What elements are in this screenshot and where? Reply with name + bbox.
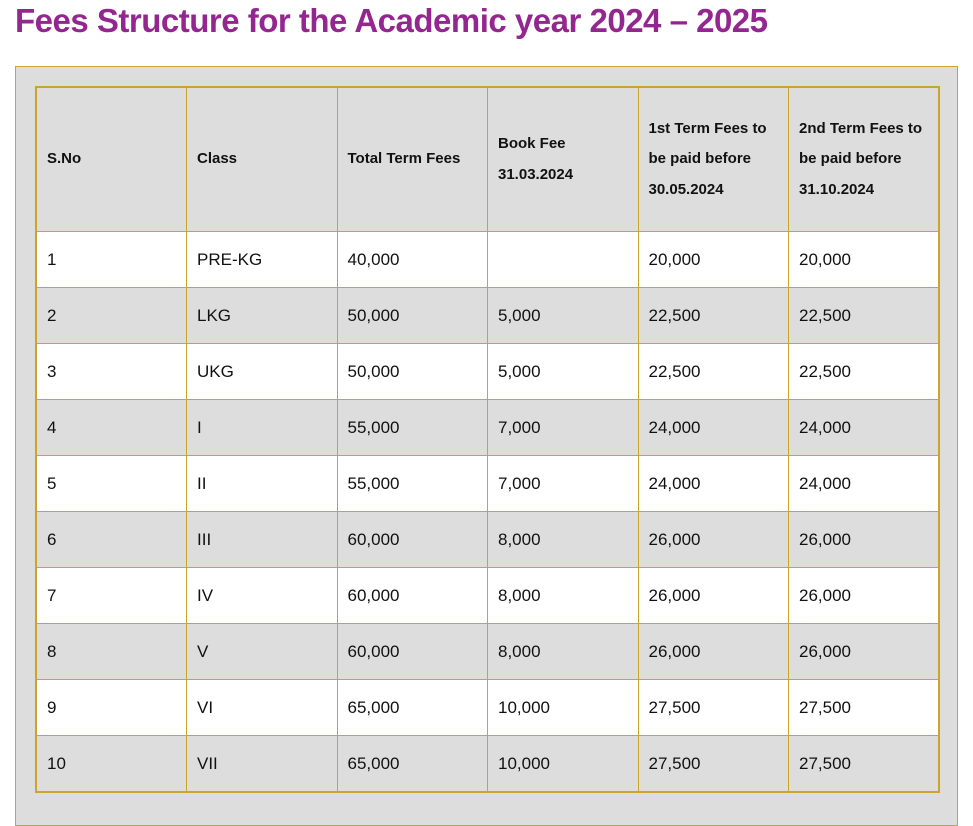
column-header: Book Fee 31.03.2024 <box>487 86 639 232</box>
table-cell: 22,500 <box>788 287 940 344</box>
table-row: 5 II 55,000 7,000 24,000 24,000 <box>35 455 940 512</box>
table-cell: 7 <box>35 567 187 624</box>
table-cell: 24,000 <box>637 399 789 456</box>
table-cell: 1 <box>35 231 187 288</box>
table-cell: LKG <box>186 287 338 344</box>
table-row: 10 VII 65,000 10,000 27,500 27,500 <box>35 735 940 793</box>
table-cell: 10,000 <box>487 735 639 793</box>
table-cell: PRE-KG <box>186 231 338 288</box>
table-cell: 65,000 <box>336 679 488 736</box>
table-cell: 9 <box>35 679 187 736</box>
table-cell: 27,500 <box>637 735 789 793</box>
table-cell: 60,000 <box>336 511 488 568</box>
table-cell: 22,500 <box>637 287 789 344</box>
table-cell: 26,000 <box>788 623 940 680</box>
fees-table-container: S.No Class Total Term Fees Book Fee 31.03.2… <box>15 66 958 826</box>
table-row: 4 I 55,000 7,000 24,000 24,000 <box>35 399 940 456</box>
column-header: S.No <box>35 86 187 232</box>
table-cell: 24,000 <box>637 455 789 512</box>
table-cell <box>487 231 639 288</box>
table-cell: 65,000 <box>336 735 488 793</box>
table-cell: 60,000 <box>336 623 488 680</box>
table-row: 8 V 60,000 8,000 26,000 26,000 <box>35 623 940 680</box>
table-cell: 50,000 <box>336 343 488 400</box>
table-cell: 26,000 <box>637 567 789 624</box>
table-cell: I <box>186 399 338 456</box>
table-cell: 5 <box>35 455 187 512</box>
table-cell: 24,000 <box>788 455 940 512</box>
table-cell: V <box>186 623 338 680</box>
table-cell: II <box>186 455 338 512</box>
table-row: 6 III 60,000 8,000 26,000 26,000 <box>35 511 940 568</box>
table-cell: 26,000 <box>788 511 940 568</box>
table-cell: 8,000 <box>487 511 639 568</box>
table-cell: 26,000 <box>637 623 789 680</box>
table-cell: 26,000 <box>788 567 940 624</box>
table-cell: 20,000 <box>637 231 789 288</box>
table-row: 3 UKG 50,000 5,000 22,500 22,500 <box>35 343 940 400</box>
table-cell: 55,000 <box>336 455 488 512</box>
column-header: 2nd Term Fees to be paid before 31.10.20… <box>788 86 940 232</box>
table-cell: 4 <box>35 399 187 456</box>
table-cell: 7,000 <box>487 399 639 456</box>
table-cell: VII <box>186 735 338 793</box>
table-cell: 20,000 <box>788 231 940 288</box>
table-cell: 40,000 <box>336 231 488 288</box>
table-cell: IV <box>186 567 338 624</box>
fees-table: S.No Class Total Term Fees Book Fee 31.03.2… <box>35 86 940 793</box>
table-cell: 6 <box>35 511 187 568</box>
table-cell: 8,000 <box>487 623 639 680</box>
table-cell: 5,000 <box>487 343 639 400</box>
table-row: 7 IV 60,000 8,000 26,000 26,000 <box>35 567 940 624</box>
column-header: 1st Term Fees to be paid before 30.05.20… <box>637 86 789 232</box>
table-cell: 27,500 <box>637 679 789 736</box>
table-row: 9 VI 65,000 10,000 27,500 27,500 <box>35 679 940 736</box>
table-cell: 50,000 <box>336 287 488 344</box>
table-cell: 27,500 <box>788 679 940 736</box>
table-cell: 60,000 <box>336 567 488 624</box>
table-cell: 7,000 <box>487 455 639 512</box>
table-cell: 27,500 <box>788 735 940 793</box>
column-header: Total Term Fees <box>336 86 488 232</box>
table-row: 1 PRE-KG 40,000 20,000 20,000 <box>35 231 940 288</box>
table-cell: 26,000 <box>637 511 789 568</box>
table-cell: UKG <box>186 343 338 400</box>
page-title: Fees Structure for the Academic year 202… <box>15 2 768 39</box>
table-cell: 10 <box>35 735 187 793</box>
table-cell: VI <box>186 679 338 736</box>
table-row: 2 LKG 50,000 5,000 22,500 22,500 <box>35 287 940 344</box>
table-cell: 8 <box>35 623 187 680</box>
table-cell: 3 <box>35 343 187 400</box>
table-cell: 5,000 <box>487 287 639 344</box>
table-header-row: S.No Class Total Term Fees Book Fee 31.03.2… <box>35 86 940 232</box>
table-cell: 8,000 <box>487 567 639 624</box>
table-cell: III <box>186 511 338 568</box>
table-cell: 2 <box>35 287 187 344</box>
table-cell: 10,000 <box>487 679 639 736</box>
table-cell: 55,000 <box>336 399 488 456</box>
table-cell: 24,000 <box>788 399 940 456</box>
table-cell: 22,500 <box>637 343 789 400</box>
column-header: Class <box>186 86 338 232</box>
table-cell: 22,500 <box>788 343 940 400</box>
